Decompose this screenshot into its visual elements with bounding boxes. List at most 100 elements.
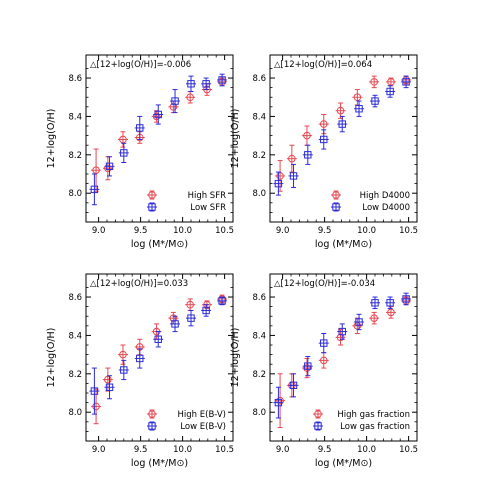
marker-square — [90, 185, 99, 194]
data-point — [201, 77, 212, 91]
data-point — [385, 77, 396, 87]
marker-square — [90, 387, 99, 395]
marker-square — [120, 366, 128, 374]
data-point — [91, 388, 102, 425]
data-point — [118, 359, 129, 381]
data-point — [275, 373, 286, 429]
marker-circle — [370, 78, 378, 86]
series-low — [89, 296, 228, 415]
marker-square — [120, 149, 128, 157]
data-point — [401, 75, 412, 89]
marker-circle — [332, 191, 340, 199]
data-point — [170, 89, 181, 114]
delta-annotation: △[12+log(O/H)]=-0.034 — [274, 279, 375, 289]
marker-circle — [186, 300, 194, 309]
data-point — [201, 304, 212, 317]
data-point — [352, 317, 363, 335]
marker-square — [148, 422, 156, 430]
series-low — [273, 75, 412, 196]
marker-square — [187, 314, 195, 322]
marker-square — [136, 124, 144, 132]
x-tick-label: 10.5 — [215, 226, 234, 236]
panel-4: 9.0 9.5 10.0 10.5 8.0 8.2 8.4 8.6 △[12+log(O/H)]… — [230, 273, 418, 469]
marker-square — [332, 203, 340, 211]
x-axis-label: log (M*/M⊙) — [131, 239, 188, 250]
data-point — [369, 75, 380, 89]
x-tick-label: 9.0 — [92, 226, 106, 236]
legend-label: Low gas fraction — [340, 422, 410, 432]
y-tick-label: 8.6 — [68, 74, 82, 84]
x-tick-label: 9.5 — [318, 445, 332, 455]
legend-label: Low E(B-V) — [180, 422, 226, 432]
plot-frame — [269, 54, 418, 223]
marker-circle — [276, 172, 284, 180]
legend-entry: High E(B-V) — [147, 409, 226, 420]
marker-square — [105, 383, 114, 391]
legend-entry: High SFR — [147, 190, 226, 201]
data-point — [286, 144, 297, 173]
data-point — [91, 148, 102, 192]
marker-square — [171, 97, 179, 105]
data-point — [370, 296, 380, 310]
data-point — [275, 160, 286, 192]
marker-circle — [319, 120, 328, 128]
marker-square — [171, 320, 179, 328]
data-point — [273, 171, 284, 196]
plot-frame — [85, 273, 234, 442]
legend-entry: High D4000 — [331, 190, 410, 201]
legend-label: Low SFR — [190, 203, 226, 213]
marker-circle — [169, 314, 178, 322]
marker-square — [402, 295, 410, 303]
x-tick-label: 9.0 — [276, 445, 290, 455]
x-tick-label: 10.5 — [399, 445, 418, 455]
data-point — [153, 104, 164, 125]
x-axis-label: log (M*/M⊙) — [315, 458, 372, 469]
series-low — [273, 292, 412, 419]
data-point — [273, 386, 284, 419]
data-point — [185, 298, 196, 311]
delta-annotation: △[12+log(O/H)]=0.064 — [274, 60, 372, 70]
y-tick-label: 8.4 — [68, 331, 82, 341]
marker-square — [148, 203, 156, 211]
data-point — [301, 125, 312, 146]
y-tick-label: 8.2 — [252, 370, 266, 380]
legend-entry: High gas fraction — [313, 409, 410, 420]
data-point — [302, 356, 313, 377]
x-tick-label: 9.0 — [92, 445, 106, 455]
marker-circle — [353, 93, 362, 102]
y-tick-label: 8.2 — [68, 370, 82, 380]
y-axis-label: 12+log(O/H) — [230, 109, 241, 169]
x-tick-label: 10.5 — [399, 226, 418, 236]
y-axis-label: 12+log(O/H) — [46, 109, 57, 169]
data-point — [318, 352, 329, 369]
plot-frame — [269, 273, 418, 442]
legend-label: High E(B-V) — [178, 410, 226, 420]
y-axis-label: 12+log(O/H) — [46, 328, 57, 388]
data-point — [117, 344, 128, 365]
data-point — [352, 89, 363, 106]
marker-square — [355, 318, 363, 326]
y-tick-label: 8.4 — [252, 112, 266, 122]
legend-label: High gas fraction — [337, 410, 410, 420]
data-point — [337, 323, 348, 340]
data-point — [134, 348, 145, 369]
marker-circle — [319, 356, 328, 365]
marker-circle — [119, 350, 127, 359]
marker-square — [304, 362, 312, 370]
x-tick-label: 9.5 — [318, 226, 332, 236]
marker-square — [154, 335, 162, 343]
data-point — [185, 90, 196, 104]
data-point — [370, 94, 380, 108]
y-tick-label: 8.6 — [68, 293, 82, 303]
data-point — [401, 292, 412, 306]
data-point — [89, 367, 100, 415]
data-point — [335, 102, 346, 119]
marker-square — [105, 162, 114, 171]
y-tick-label: 8.6 — [252, 74, 266, 84]
panel-1: 9.0 9.5 10.0 10.5 8.0 8.2 8.4 8.6 △[12+log(O/H)]… — [46, 54, 234, 250]
x-tick-label: 10.0 — [357, 445, 376, 455]
series-low — [89, 73, 228, 206]
marker-square — [386, 299, 394, 307]
marker-square — [304, 151, 312, 159]
panel-2: 9.0 9.5 10.0 10.5 8.0 8.2 8.4 8.6 △[12+log(O/H)]… — [230, 54, 418, 250]
